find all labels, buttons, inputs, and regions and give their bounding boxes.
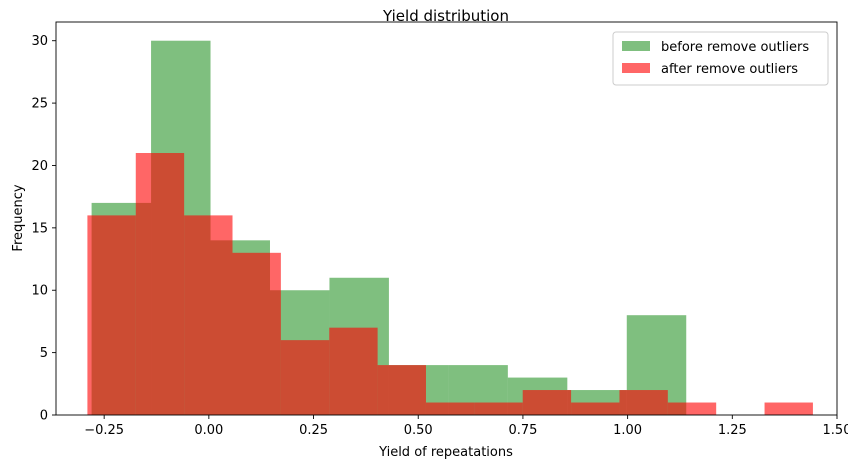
- x-axis-title: Yield of repeatations: [378, 445, 513, 460]
- histogram-bar-series-2: [280, 340, 330, 415]
- histogram-bar-series-2: [425, 402, 475, 415]
- y-tick-label: 5: [40, 346, 48, 361]
- x-axis-ticks: −0.25 0.00 0.25 0.50 0.75 1.00 1.25 1.50: [84, 415, 848, 438]
- histogram-bar-series-2: [87, 215, 136, 415]
- legend-label: before remove outliers: [661, 40, 809, 55]
- histogram-bar-series-2: [135, 153, 185, 415]
- legend: before remove outliers after remove outli…: [612, 31, 829, 86]
- x-tick-label: 1.25: [718, 423, 747, 438]
- y-tick-label: 20: [31, 159, 48, 174]
- legend-swatch: [622, 63, 650, 73]
- histogram-bars: [87, 40, 813, 415]
- x-tick-label: 0.25: [299, 423, 328, 438]
- y-tick-label: 15: [31, 221, 48, 236]
- histogram-bar-series-2: [522, 390, 572, 415]
- plot-frame: [55, 21, 838, 416]
- y-axis-title: Frequency: [11, 184, 26, 251]
- legend-label: after remove outliers: [661, 62, 798, 77]
- legend-swatch: [622, 41, 650, 51]
- histogram-bar-series-2: [184, 215, 233, 415]
- y-tick-label: 25: [31, 97, 48, 112]
- x-tick-label: 0.50: [404, 423, 433, 438]
- y-tick-label: 30: [31, 34, 48, 49]
- histogram-bar-series-2: [377, 365, 426, 415]
- histogram-bar-series-2: [764, 402, 813, 415]
- x-tick-label: 1.50: [823, 423, 848, 438]
- histogram-bar-series-2: [571, 402, 620, 415]
- histogram-bar-series-2: [232, 252, 281, 415]
- histogram-bar-series-2: [474, 402, 523, 415]
- y-tick-label: 0: [40, 409, 48, 424]
- y-tick-label: 10: [31, 284, 48, 299]
- legend-box: [612, 31, 829, 86]
- x-tick-label: −0.25: [84, 423, 124, 438]
- histogram-bar-series-2: [619, 390, 668, 415]
- chart-title: Yield distribution: [382, 7, 509, 25]
- x-tick-label: 0.00: [194, 423, 223, 438]
- y-axis-ticks: 0 5 10 15 20 25 30: [31, 34, 56, 424]
- x-tick-label: 0.75: [508, 423, 537, 438]
- histogram-bar-series-2: [329, 327, 378, 415]
- histogram-bar-series-2: [667, 402, 717, 415]
- x-tick-label: 1.00: [613, 423, 642, 438]
